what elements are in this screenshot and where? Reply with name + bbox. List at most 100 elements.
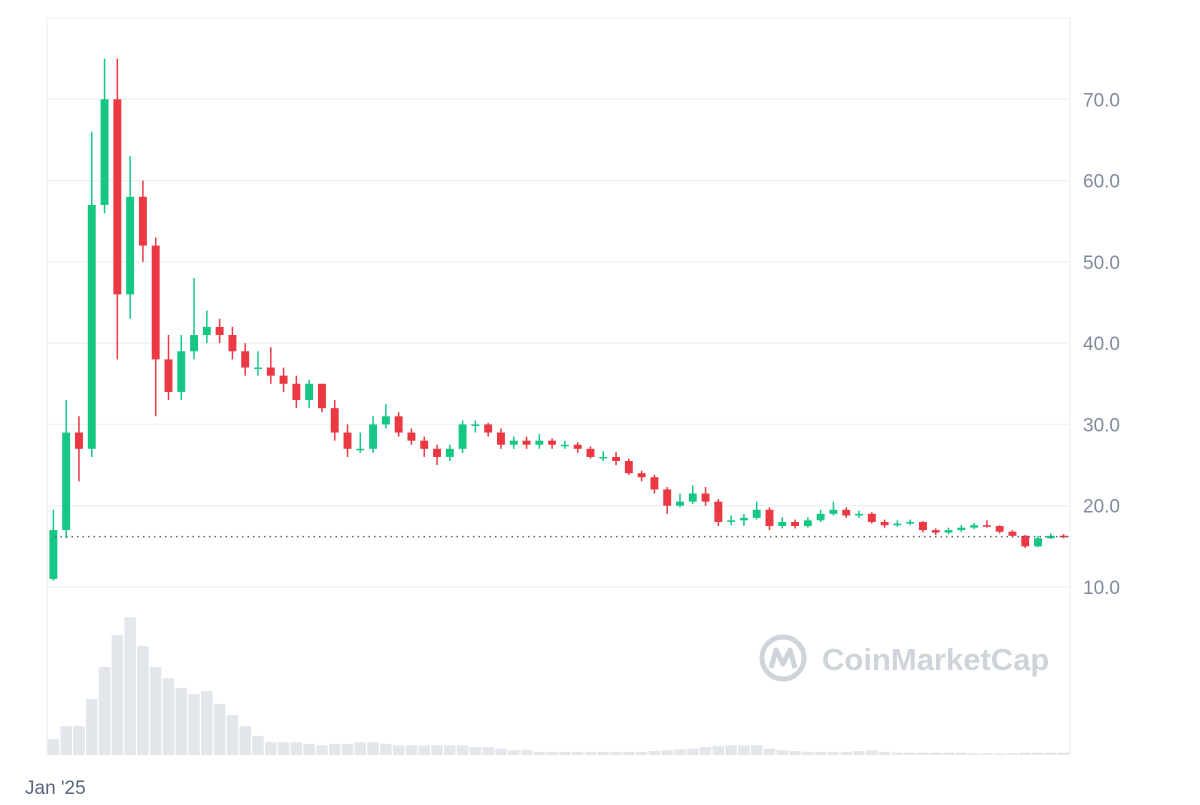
- volume-bar: [73, 726, 85, 755]
- candle-body: [445, 448, 454, 457]
- candle-body: [241, 351, 250, 368]
- candle-body: [893, 523, 902, 526]
- candle-body: [803, 520, 812, 527]
- candle-body: [931, 530, 940, 533]
- candle-body: [305, 383, 314, 401]
- volume-bar: [802, 751, 814, 755]
- candle-body: [842, 509, 851, 516]
- candle-body: [433, 448, 441, 457]
- candle-body: [535, 440, 544, 445]
- candle-body: [714, 501, 723, 522]
- volume-bar: [162, 678, 175, 755]
- candle-body: [739, 517, 748, 521]
- candle-body: [330, 408, 339, 433]
- volume-bar: [853, 751, 865, 755]
- volume-bar: [929, 752, 942, 755]
- volume-bar: [431, 745, 443, 755]
- candle-body: [688, 493, 697, 502]
- volume-bar: [674, 749, 686, 755]
- volume-bar: [635, 751, 648, 755]
- candle-body: [484, 424, 493, 433]
- volume-bar: [495, 748, 507, 755]
- volume-bar: [341, 743, 354, 755]
- candle-body: [586, 448, 595, 457]
- candle-body: [778, 521, 787, 527]
- candle-body: [701, 493, 710, 502]
- volume-bar: [1057, 752, 1070, 755]
- candle-body: [381, 416, 390, 425]
- candle-body: [650, 477, 659, 490]
- candle-body: [343, 432, 352, 449]
- candle-body: [279, 375, 288, 384]
- y-tick-label: 40.0: [1083, 334, 1120, 355]
- candle-body: [918, 521, 927, 531]
- candle-body: [356, 448, 365, 451]
- candle-body: [164, 359, 173, 392]
- volume-bar: [840, 751, 852, 755]
- volume-bar: [290, 742, 303, 755]
- candle-body: [177, 351, 186, 392]
- candle-body: [292, 383, 301, 401]
- volume-bar: [354, 742, 367, 755]
- candle-body: [151, 245, 160, 360]
- volume-bar: [520, 750, 533, 755]
- candle-body: [369, 424, 378, 449]
- volume-bar: [968, 753, 980, 755]
- candle-body: [254, 367, 262, 370]
- volume-bar: [571, 751, 584, 755]
- candle-body: [765, 509, 774, 527]
- candle-body: [126, 196, 135, 295]
- volume-bar: [380, 743, 392, 755]
- volume-bar: [1032, 752, 1044, 755]
- volume-bar: [149, 667, 162, 755]
- candle-body: [560, 444, 569, 447]
- volume-bar: [789, 751, 801, 755]
- volume-bar: [814, 751, 827, 755]
- watermark-logo: [759, 634, 807, 682]
- candle-body: [957, 527, 966, 531]
- volume-bar: [993, 753, 1006, 755]
- candle-body: [317, 383, 326, 409]
- volume-bar: [584, 751, 597, 755]
- candle-body: [855, 513, 863, 516]
- candle-body: [458, 424, 467, 449]
- candle-body: [612, 456, 621, 462]
- volume-bar: [699, 747, 712, 755]
- candle-body: [215, 326, 224, 336]
- volume-bar: [86, 699, 98, 755]
- volume-bar: [648, 751, 661, 755]
- volume-bar: [712, 746, 725, 755]
- volume-bar: [1019, 752, 1031, 755]
- candle-body: [1034, 538, 1042, 547]
- volume-bar: [328, 743, 341, 755]
- candle-body: [573, 444, 582, 449]
- volume-bar: [111, 635, 124, 755]
- volume-bar: [367, 742, 379, 755]
- candle-body: [752, 509, 761, 518]
- volume-bar: [507, 750, 520, 755]
- candle-body: [676, 501, 684, 506]
- candle-body: [471, 424, 480, 426]
- y-tick-label: 30.0: [1083, 415, 1120, 436]
- volume-bar: [469, 747, 482, 755]
- candle-body: [637, 473, 646, 478]
- volume-bar: [687, 748, 699, 755]
- volume-bar: [277, 742, 290, 755]
- candle-body: [727, 520, 736, 522]
- volume-bar: [47, 739, 60, 755]
- candle-body: [906, 521, 915, 524]
- volume-bar: [533, 751, 546, 755]
- volume-bar: [623, 751, 635, 755]
- candle-body: [190, 335, 199, 352]
- volume-bar: [891, 752, 904, 755]
- y-tick-label: 50.0: [1083, 253, 1120, 274]
- candle-body: [75, 432, 83, 449]
- volume-bar: [763, 748, 776, 755]
- volume-bar: [239, 726, 251, 755]
- candle-body: [228, 335, 237, 352]
- candle-body: [62, 432, 71, 531]
- y-tick-label: 10.0: [1083, 578, 1120, 599]
- candle-body: [880, 521, 889, 526]
